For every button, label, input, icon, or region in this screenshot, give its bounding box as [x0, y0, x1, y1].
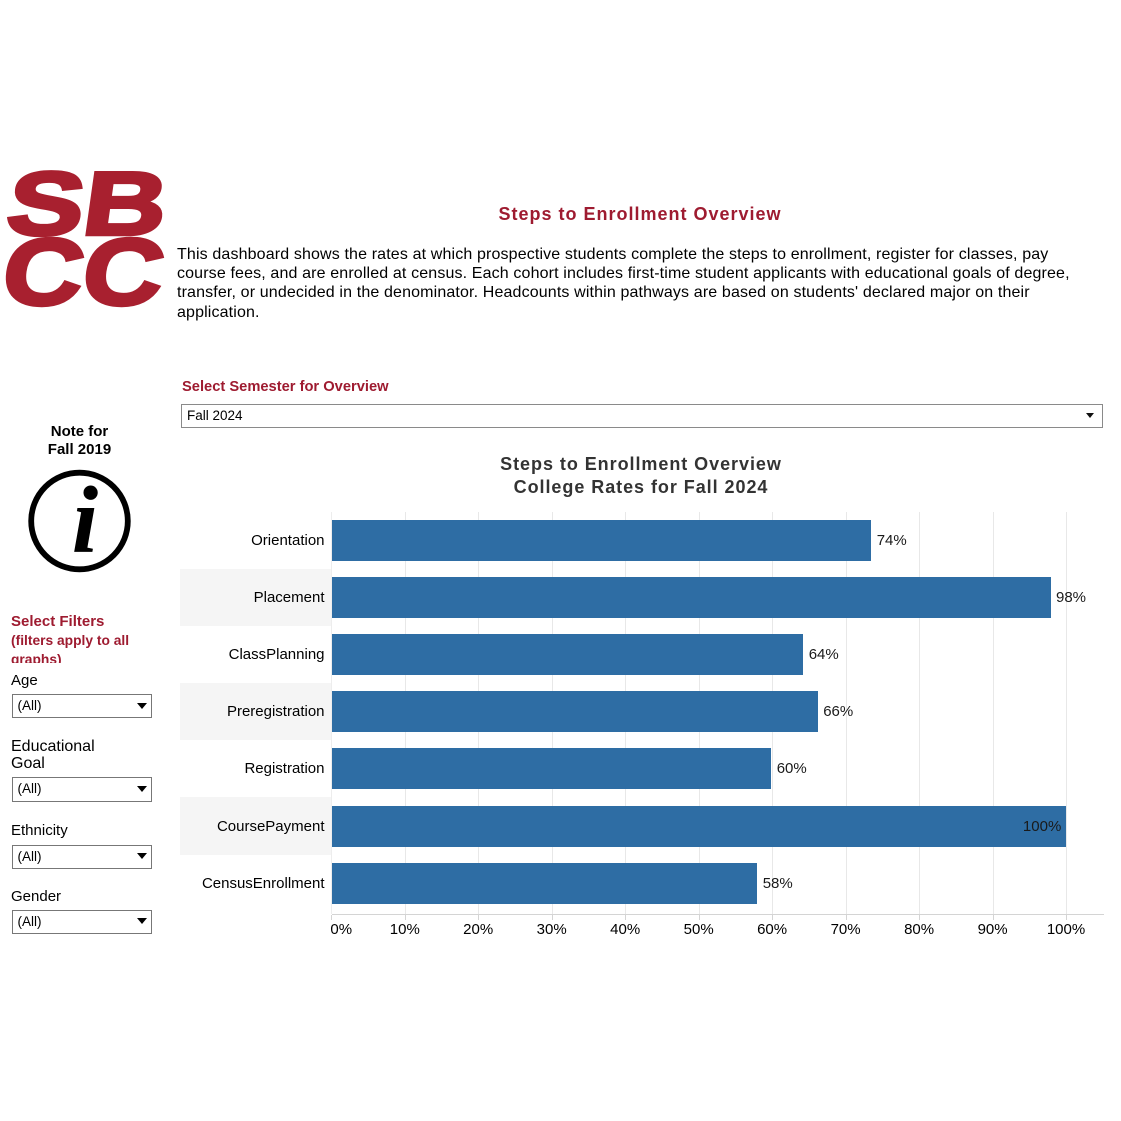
- svg-text:CC: CC: [0, 220, 170, 310]
- svg-text:i: i: [72, 469, 98, 573]
- svg-text:SB: SB: [1, 168, 170, 255]
